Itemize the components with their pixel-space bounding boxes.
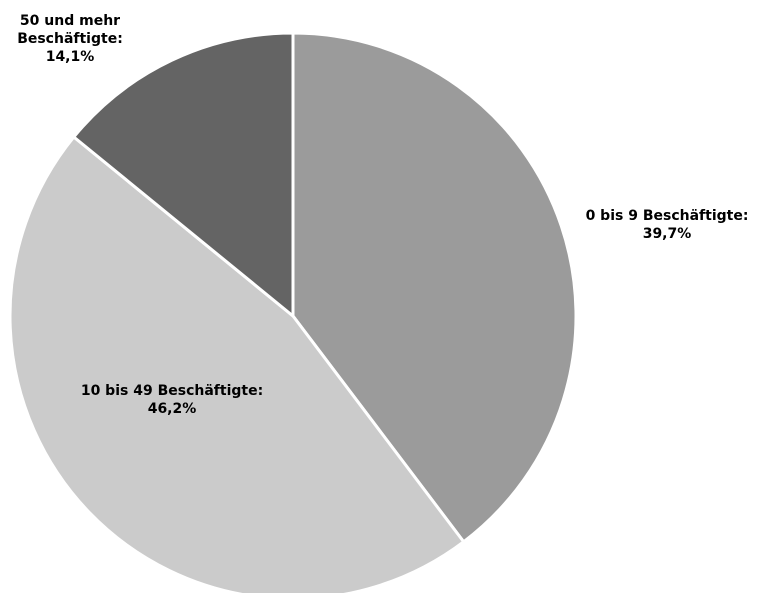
pie-slice-label-line: 39,7%	[643, 226, 692, 242]
pie-slice-label-line: 0 bis 9 Beschäftigte:	[586, 208, 749, 224]
pie-slice-2	[72, 31, 295, 318]
pie-slice-label-2: 50 und mehr Beschäftigte: 14,1%	[17, 13, 123, 65]
pie-slice-1	[8, 135, 466, 597]
labels-layer: 0 bis 9 Beschäftigte: 39,7% 10 bis 49 Besc…	[17, 13, 748, 417]
pie-slice-label-line: 10 bis 49 Beschäftigte:	[81, 383, 263, 399]
pie-slice-label-1: 10 bis 49 Beschäftigte: 46,2%	[81, 383, 263, 417]
pie-slice-label-line: 50 und mehr	[20, 13, 120, 29]
pie-slice-label-line: 46,2%	[148, 401, 197, 417]
pie-slice-label-line: Beschäftigte:	[17, 31, 123, 47]
pie-slice-0	[291, 31, 578, 544]
pie-slice-label-0: 0 bis 9 Beschäftigte: 39,7%	[586, 208, 749, 242]
slices-layer	[8, 31, 578, 597]
pie-slice-label-line: 14,1%	[46, 49, 95, 65]
